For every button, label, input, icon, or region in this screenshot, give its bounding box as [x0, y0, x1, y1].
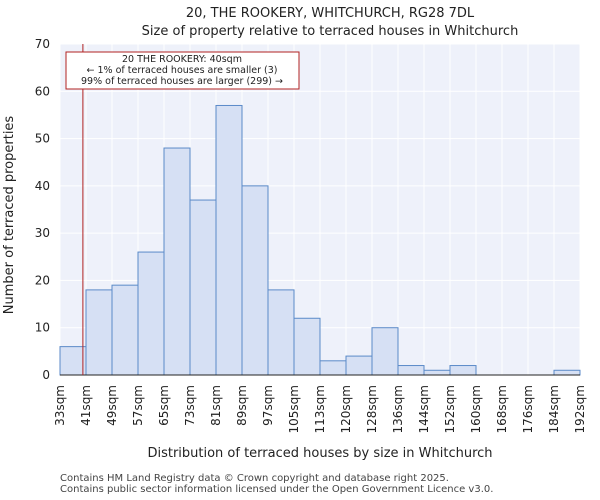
x-tick-label: 113sqm — [313, 385, 327, 433]
x-tick-label: 160sqm — [469, 385, 483, 433]
bar — [319, 360, 347, 376]
bar — [111, 284, 139, 376]
bar — [345, 355, 373, 376]
y-tick-label: 0 — [42, 368, 50, 382]
x-tick-label: 128sqm — [365, 385, 379, 433]
y-tick-label: 20 — [35, 273, 50, 287]
x-axis-label: Distribution of terraced houses by size … — [147, 446, 492, 461]
y-tick-label: 60 — [35, 84, 50, 98]
bar — [449, 365, 477, 376]
annotation-box — [65, 51, 300, 90]
footer-line2: Contains public sector information licen… — [60, 484, 494, 495]
x-tick-label: 184sqm — [547, 385, 561, 433]
x-tick-label: 176sqm — [521, 385, 535, 433]
bar — [59, 346, 87, 376]
annotation-line2: ← 1% of terraced houses are smaller (3) — [87, 65, 278, 76]
bar — [85, 289, 113, 376]
footer: Contains HM Land Registry data © Crown c… — [60, 473, 493, 495]
bar — [163, 147, 191, 376]
x-tick-label: 152sqm — [443, 385, 457, 433]
x-tick-label: 41sqm — [79, 385, 93, 426]
x-tick-label: 73sqm — [183, 385, 197, 426]
y-tick-label: 40 — [35, 179, 50, 193]
x-tick-label: 168sqm — [495, 385, 509, 433]
x-tick-label: 65sqm — [157, 385, 171, 426]
x-tick-label: 81sqm — [209, 385, 223, 426]
bar — [241, 185, 269, 376]
chart-title-line2: Size of property relative to terraced ho… — [142, 24, 519, 39]
y-tick-label: 70 — [35, 37, 50, 51]
x-tick-label: 136sqm — [391, 385, 405, 433]
x-tick-label: 57sqm — [131, 385, 145, 426]
y-axis-label: Number of terraced properties — [2, 116, 17, 315]
annotation-line3: 99% of terraced houses are larger (299) … — [81, 76, 283, 87]
plot-area: 0 10 20 30 40 50 60 70 33sqm 41sqm 49sqm 57sqm 65sqm… — [35, 37, 587, 433]
x-tick-label: 49sqm — [105, 385, 119, 426]
y-tick-label: 10 — [35, 321, 50, 335]
chart-title-line1: 20, THE ROOKERY, WHITCHURCH, RG28 7DL — [186, 6, 475, 21]
bar — [371, 327, 399, 376]
x-tick-label: 120sqm — [339, 385, 353, 433]
bar — [423, 369, 451, 376]
x-tick-label: 192sqm — [573, 385, 587, 433]
x-tick-label: 33sqm — [53, 385, 67, 426]
bar — [267, 289, 295, 376]
x-tick-label: 97sqm — [261, 385, 275, 426]
bar — [189, 199, 217, 376]
bar — [215, 104, 243, 376]
footer-line1: Contains HM Land Registry data © Crown c… — [60, 473, 449, 484]
y-tick-label: 50 — [35, 132, 50, 146]
y-tick-label: 30 — [35, 226, 50, 240]
bar — [553, 369, 581, 376]
annotation-line1: 20 THE ROOKERY: 40sqm — [122, 54, 242, 65]
x-tick-label: 105sqm — [287, 385, 301, 433]
bar — [293, 317, 321, 376]
bar — [137, 251, 165, 376]
x-tick-label: 89sqm — [235, 385, 249, 426]
bar — [397, 365, 425, 376]
x-tick-label: 144sqm — [417, 385, 431, 433]
